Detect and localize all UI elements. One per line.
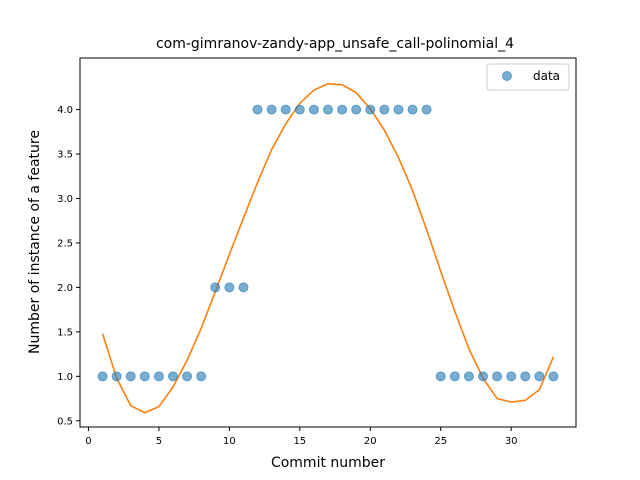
plot-area [80,58,576,427]
y-tick-label: 0.5 [57,416,73,427]
axis-ticks: 0 5 10 15 20 25 30 0.5 1.0 1.5 2.0 2.5 3.0 3.5 4.0 [57,105,517,447]
data-point [294,104,305,115]
data-point [548,371,559,382]
data-point [463,371,474,382]
y-tick-label: 3.5 [57,150,73,161]
y-tick-label: 4.0 [57,105,73,116]
data-point [168,371,178,382]
x-tick-label: 15 [293,436,306,447]
data-point [238,282,249,293]
y-tick-label: 2.0 [57,283,73,294]
data-point [182,371,193,382]
data-point [379,104,390,115]
data-point [97,371,108,382]
x-tick-label: 20 [364,436,377,447]
x-axis-label: Commit number [271,455,385,471]
data-point [153,371,164,382]
fit-line [101,82,555,414]
y-tick-label: 1.0 [57,372,73,383]
data-point [266,104,277,115]
data-point [308,104,319,115]
data-point [337,104,348,115]
data-point [196,371,207,382]
x-tick-label: 5 [156,436,162,447]
data-point [125,371,136,382]
legend-label-data: data [533,69,560,83]
y-tick-label: 2.5 [57,238,73,249]
data-point [449,371,460,382]
data-point [365,104,376,115]
x-tick-label: 0 [85,436,91,447]
plot-frame [79,57,577,428]
data-point [252,104,263,115]
data-point [351,104,362,115]
x-tick-label: 25 [434,436,447,447]
data-point [139,371,150,382]
legend: data [486,63,570,91]
data-point [520,371,531,382]
data-point [210,282,221,293]
y-axis-label: Number of instance of a feature [27,130,43,354]
data-point [492,371,503,382]
data-point [506,371,517,382]
data-point [421,104,432,115]
data-point [111,371,122,382]
legend-marker-data [502,71,512,81]
x-tick-label: 10 [223,436,236,447]
data-point [224,282,235,293]
chart-title: com-gimranov-zandy-app_unsafe_call-polin… [156,36,514,52]
data-point [280,104,291,115]
data-point [323,104,333,115]
data-point [435,371,446,382]
fit-series [101,82,555,414]
data-point [393,104,404,115]
y-tick-label: 3.0 [57,194,73,205]
y-tick-label: 1.5 [57,327,73,338]
data-point [478,371,488,382]
legend-box [486,63,570,91]
x-tick-label: 30 [505,436,518,447]
data-point [407,104,418,115]
data-series [97,104,559,382]
data-point [534,371,545,382]
